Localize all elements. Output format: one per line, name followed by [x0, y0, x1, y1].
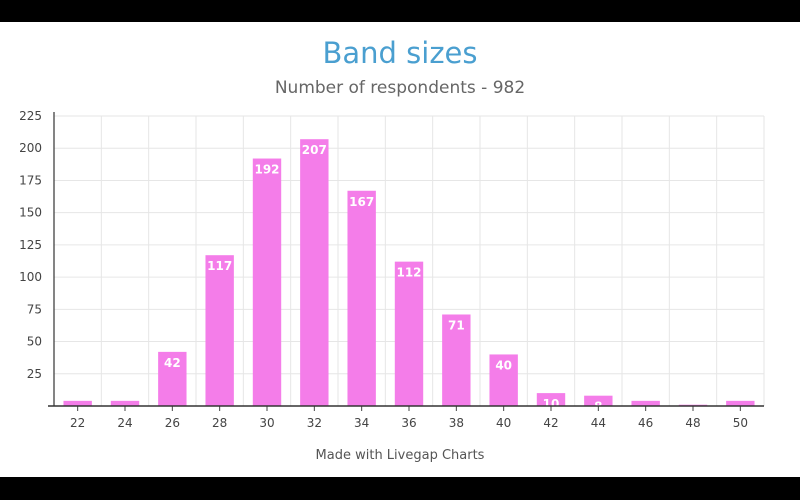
chart-footer: Made with Livegap Charts	[315, 448, 485, 463]
y-tick-label: 200	[19, 141, 42, 155]
bar-data-label: 192	[254, 163, 279, 177]
bar-data-label: 71	[448, 318, 465, 332]
chart-container: Band sizes Number of respondents - 982 2…	[0, 22, 800, 477]
bar-data-label: 42	[164, 356, 181, 370]
x-tick-label: 22	[70, 416, 85, 430]
x-tick-label: 26	[165, 416, 180, 430]
bar	[347, 190, 376, 406]
x-tick-label: 48	[685, 416, 700, 430]
bar-data-label: 207	[302, 143, 327, 157]
bar	[158, 351, 187, 406]
x-tick-label: 32	[307, 416, 322, 430]
y-tick-label: 125	[19, 238, 42, 252]
x-tick-label: 36	[401, 416, 416, 430]
x-tick-label: 34	[354, 416, 369, 430]
x-tick-label: 44	[591, 416, 606, 430]
bar-data-label: 40	[495, 358, 512, 372]
bar	[252, 158, 282, 406]
plot-area: 25 50 75 100 125 150 175 200 225 22 24 42 26 117 28 192…	[19, 109, 765, 430]
bar-data-label: 112	[396, 266, 421, 280]
bar	[442, 314, 471, 406]
bar	[300, 139, 329, 406]
bar-data-label: 10	[543, 397, 560, 411]
bar	[205, 255, 234, 406]
y-tick-label: 175	[19, 173, 42, 187]
y-tick-label: 100	[19, 270, 42, 284]
y-tick-label: 150	[19, 206, 42, 220]
bar	[631, 400, 660, 406]
x-tick-label: 38	[449, 416, 464, 430]
x-tick-label: 46	[638, 416, 653, 430]
x-tick-label: 28	[212, 416, 227, 430]
chart-subtitle: Number of respondents - 982	[274, 78, 526, 98]
x-tick-label: 42	[543, 416, 558, 430]
bar	[726, 400, 755, 406]
x-tick-label: 24	[117, 416, 132, 430]
x-tick-label: 30	[259, 416, 274, 430]
bar-data-label: 117	[207, 259, 232, 273]
bar	[489, 354, 518, 406]
y-tick-label: 50	[27, 335, 42, 349]
bar	[63, 400, 92, 406]
y-tick-label: 225	[19, 109, 42, 123]
y-tick-label: 75	[27, 302, 42, 316]
bar-data-label: 167	[349, 195, 374, 209]
chart-title: Band sizes	[322, 36, 478, 70]
bar	[394, 261, 424, 406]
x-tick-label: 50	[733, 416, 748, 430]
bar	[584, 395, 613, 406]
x-tick-label: 40	[496, 416, 511, 430]
y-tick-label: 25	[27, 367, 42, 381]
bar	[536, 393, 566, 406]
bar	[110, 400, 140, 406]
